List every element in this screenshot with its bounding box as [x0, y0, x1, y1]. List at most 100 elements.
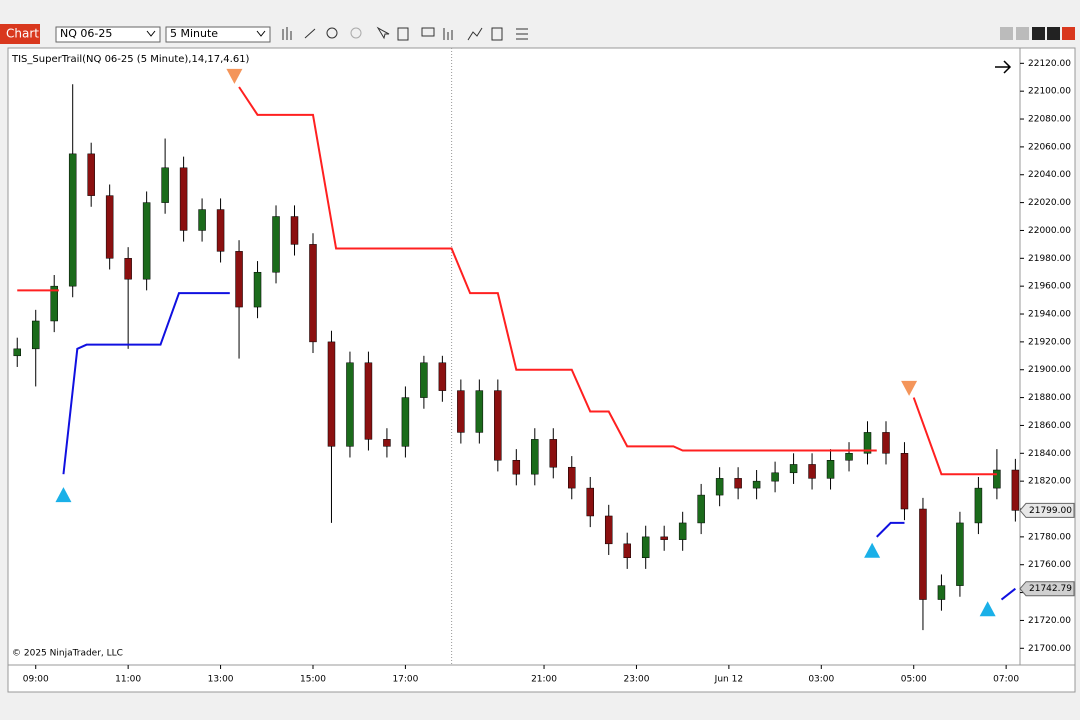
- x-tick-label: 15:00: [300, 675, 326, 685]
- y-tick-label: 21940.00: [1028, 310, 1071, 320]
- candle-body: [808, 464, 816, 479]
- signal-down: [226, 68, 243, 84]
- candle-body: [826, 460, 835, 479]
- candle-body: [919, 508, 927, 600]
- candle-body: [586, 487, 594, 517]
- x-tick-label: 03:00: [808, 675, 834, 685]
- candle-body: [974, 487, 983, 524]
- dropdown-arrow: [256, 30, 266, 37]
- candle-body: [549, 439, 558, 468]
- candle-body: [438, 362, 447, 391]
- candle-body: [641, 536, 650, 559]
- candle-body: [290, 216, 299, 245]
- candle-body: [401, 397, 410, 447]
- y-tick-label: 22120.00: [1028, 59, 1071, 69]
- signal-up: [55, 487, 72, 503]
- tab[interactable]: [0, 24, 40, 44]
- candle-body: [604, 515, 613, 545]
- candle-body: [882, 432, 890, 454]
- candle-body: [771, 472, 779, 482]
- price-marker: [1019, 502, 1075, 518]
- supertrail-line: [62, 292, 1016, 601]
- y-tick-label: 22040.00: [1028, 170, 1071, 180]
- candle-body: [494, 390, 502, 461]
- indicator-title: TIS_SuperTrail(NQ 06-25 (5 Minute),14,17…: [11, 54, 250, 65]
- candle-body: [900, 453, 909, 510]
- scroll-arrow[interactable]: [995, 60, 1012, 74]
- candle-body: [956, 522, 964, 586]
- y-tick-label: 21720.00: [1028, 616, 1071, 626]
- x-tick-label: Jun 12: [714, 675, 743, 685]
- y-tick-label: 22000.00: [1028, 226, 1071, 236]
- signal-up: [979, 601, 996, 617]
- dropdown-arrow: [146, 30, 156, 37]
- toolbar-icons[interactable]: [282, 26, 528, 41]
- candle-body: [87, 153, 95, 196]
- candle-body: [31, 320, 40, 350]
- x-tick-label: 05:00: [901, 675, 927, 685]
- candle-body: [216, 209, 225, 252]
- candle-body: [993, 469, 1001, 489]
- supertrail-line: [17, 86, 997, 476]
- price-marker: [1019, 581, 1075, 597]
- price-marker-label: 21742.79: [1029, 584, 1072, 594]
- candle-body: [142, 202, 151, 280]
- candle-body: [752, 480, 761, 489]
- candle-body: [124, 258, 132, 280]
- instrument-select[interactable]: [55, 26, 161, 43]
- y-tick-label: 21920.00: [1028, 337, 1071, 347]
- window-button[interactable]: [1000, 27, 1013, 40]
- candle-body: [68, 153, 77, 287]
- y-tick-label: 21820.00: [1028, 477, 1071, 487]
- x-tick-label: 07:00: [993, 675, 1019, 685]
- candle-body: [660, 536, 668, 540]
- candle-body: [272, 216, 280, 273]
- candle-body: [457, 390, 465, 433]
- candle-body: [253, 271, 262, 308]
- candle-body: [475, 390, 484, 433]
- minimize-button[interactable]: [1032, 27, 1045, 40]
- close-button[interactable]: [1062, 27, 1075, 40]
- candle-body: [364, 362, 373, 440]
- window-button[interactable]: [1016, 27, 1029, 40]
- y-tick-label: 21960.00: [1028, 282, 1071, 292]
- candle-body: [327, 341, 336, 447]
- candle-body: [512, 460, 521, 475]
- instrument: NQ 06-25: [60, 27, 112, 40]
- signal-down: [901, 380, 918, 396]
- tab-label: Chart: [6, 27, 39, 41]
- x-tick-label: 13:00: [208, 675, 234, 685]
- candle-body: [383, 439, 391, 447]
- x-tick-label: 21:00: [531, 675, 557, 685]
- candle-body: [161, 167, 169, 203]
- y-tick-label: 22080.00: [1028, 115, 1071, 125]
- y-tick-label: 21840.00: [1028, 449, 1071, 459]
- candle-body: [179, 167, 188, 231]
- candle-body: [13, 348, 21, 357]
- price-marker-label: 21799.00: [1029, 506, 1072, 516]
- candle-body: [678, 522, 687, 540]
- signal-up: [864, 542, 881, 558]
- x-tick-label: 17:00: [392, 675, 418, 685]
- candle-body: [198, 209, 206, 231]
- candle-body: [50, 285, 58, 322]
- candle-body: [863, 432, 872, 454]
- x-tick-label: 23:00: [623, 675, 649, 685]
- x-tick-label: 09:00: [23, 675, 49, 685]
- maximize-button[interactable]: [1047, 27, 1060, 40]
- candle-body: [309, 244, 317, 343]
- candle-body: [531, 439, 539, 475]
- y-tick-label: 21980.00: [1028, 254, 1071, 264]
- candle-body: [937, 585, 946, 600]
- y-tick-label: 22060.00: [1028, 142, 1071, 152]
- candle-body: [734, 478, 742, 489]
- candle-body: [420, 362, 428, 398]
- candle-body: [105, 195, 114, 259]
- interval-select[interactable]: [165, 26, 271, 43]
- candle-body: [1011, 469, 1020, 511]
- y-tick-label: 22020.00: [1028, 198, 1071, 208]
- candle-body: [235, 251, 243, 308]
- time-axis: [7, 664, 1076, 693]
